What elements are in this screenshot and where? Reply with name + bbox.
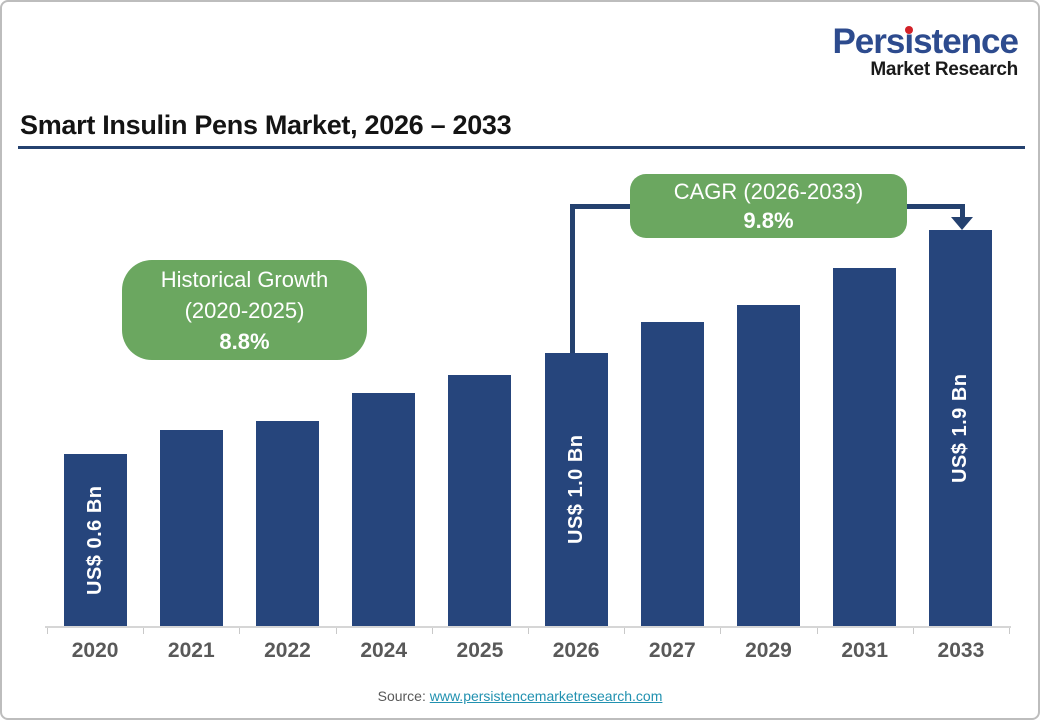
cagr-connector-vertical-right — [960, 204, 965, 219]
x-axis-tick — [47, 628, 48, 634]
chart-title: Smart Insulin Pens Market, 2026 – 2033 — [20, 110, 512, 140]
bar-2027 — [640, 322, 704, 626]
cagr-connector-vertical-left — [570, 204, 575, 353]
x-axis-tick — [720, 628, 722, 634]
title-underline — [18, 146, 1025, 149]
bar-value-label-2033: US$ 1.9 Bn — [949, 373, 972, 483]
bar-2020: US$ 0.6 Bn — [63, 454, 127, 626]
logo-dotless-i: ı — [904, 22, 914, 61]
x-axis-label-2027: 2027 — [648, 639, 696, 662]
cagr-callout: CAGR (2026-2033) 9.8% — [630, 174, 907, 238]
cagr-value: 9.8% — [743, 208, 794, 233]
x-axis-label-2025: 2025 — [456, 639, 504, 662]
historical-growth-value: 8.8% — [219, 328, 270, 354]
bar-2031 — [833, 268, 897, 626]
bar-2024 — [352, 393, 416, 626]
bar-2022 — [256, 421, 319, 626]
bar-value-label-2026: US$ 1.0 Bn — [564, 434, 587, 545]
x-axis-tick — [528, 628, 529, 634]
x-axis-tick — [912, 628, 914, 634]
historical-growth-line1: Historical Growth — [160, 266, 329, 292]
x-axis-tick — [143, 628, 145, 634]
company-logo: Persı stence Market Research — [832, 22, 1019, 81]
source-line: Source: www.persistencemarketresearch.co… — [2, 688, 1038, 704]
bar-2025 — [448, 375, 512, 626]
x-axis-label-2033: 2033 — [937, 639, 985, 662]
logo-brand-i: ı — [904, 22, 914, 61]
x-axis-label-2029: 2029 — [745, 639, 792, 662]
x-axis-label-2024: 2024 — [360, 639, 408, 662]
x-axis-tick — [431, 628, 433, 634]
x-axis-tick — [335, 628, 337, 634]
historical-growth-period: (2020-2025) — [184, 297, 305, 323]
source-label: Source: — [377, 688, 426, 704]
historical-growth-callout: Historical Growth (2020-2025) 8.8% — [122, 260, 367, 360]
x-axis-label-2020: 2020 — [71, 639, 119, 662]
source-link[interactable]: www.persistencemarketresearch.com — [429, 688, 663, 704]
bar-2033: US$ 1.9 Bn — [929, 230, 993, 626]
x-axis-line — [45, 626, 1011, 628]
bar-2029 — [737, 305, 800, 626]
x-axis-label-2021: 2021 — [167, 639, 215, 662]
x-axis-tick — [624, 628, 626, 634]
logo-red-dot-icon — [904, 26, 913, 34]
x-axis-label-2026: 2026 — [552, 639, 600, 662]
x-axis-label-2031: 2031 — [841, 639, 889, 662]
logo-brand-text: Persı stence — [832, 22, 1019, 61]
x-axis-label-2022: 2022 — [264, 639, 311, 662]
logo-subtitle: Market Research — [870, 58, 1018, 80]
x-axis-tick — [816, 628, 818, 634]
x-axis-tick — [1009, 628, 1010, 634]
bar-2021 — [159, 430, 223, 626]
bar-value-label-2020: US$ 0.6 Bn — [83, 485, 106, 595]
cagr-arrow-down-icon — [951, 217, 973, 230]
x-axis-tick — [239, 628, 241, 634]
cagr-label: CAGR (2026-2033) — [673, 179, 864, 204]
bar-2026: US$ 1.0 Bn — [544, 353, 608, 626]
logo-brand-post: stence — [913, 22, 1019, 61]
logo-brand-pre: Pers — [832, 22, 905, 61]
